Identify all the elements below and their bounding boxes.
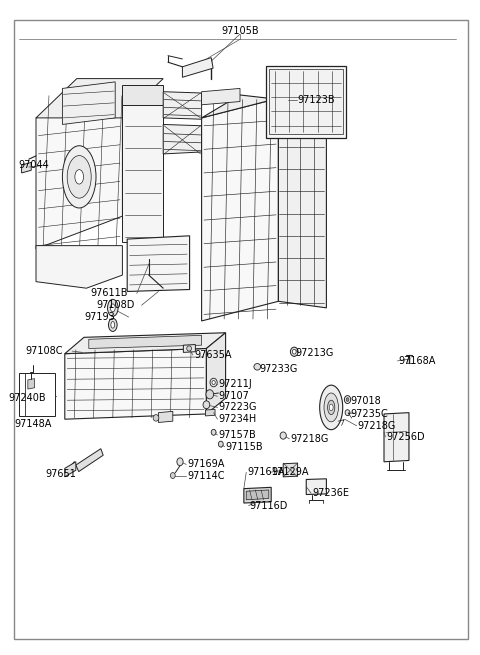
Polygon shape: [384, 413, 409, 462]
Ellipse shape: [346, 398, 349, 402]
Text: 97157B: 97157B: [218, 430, 256, 440]
Text: 97107: 97107: [218, 391, 249, 402]
Text: 97044: 97044: [18, 160, 49, 170]
Polygon shape: [28, 379, 35, 389]
Polygon shape: [183, 345, 195, 352]
Ellipse shape: [108, 299, 118, 316]
Ellipse shape: [177, 458, 183, 466]
Text: 97116D: 97116D: [250, 500, 288, 511]
Text: 97148A: 97148A: [14, 419, 52, 430]
Text: 97236E: 97236E: [312, 488, 349, 498]
Polygon shape: [206, 333, 226, 414]
Polygon shape: [89, 335, 202, 348]
Text: 97218G: 97218G: [290, 434, 329, 444]
Ellipse shape: [210, 379, 217, 386]
Text: 97161A: 97161A: [247, 467, 285, 477]
Polygon shape: [246, 490, 269, 500]
Ellipse shape: [280, 432, 286, 439]
Polygon shape: [36, 246, 122, 288]
Text: 97234H: 97234H: [218, 414, 257, 424]
Ellipse shape: [329, 404, 333, 411]
Text: 97018: 97018: [350, 396, 381, 406]
Ellipse shape: [344, 396, 350, 403]
Polygon shape: [22, 162, 31, 173]
Ellipse shape: [290, 347, 298, 356]
Polygon shape: [122, 105, 163, 242]
Ellipse shape: [62, 146, 96, 208]
Text: 97123B: 97123B: [298, 94, 335, 105]
Text: 97114C: 97114C: [187, 470, 225, 481]
Ellipse shape: [111, 322, 115, 328]
Polygon shape: [244, 487, 271, 503]
Ellipse shape: [212, 381, 215, 384]
Text: 97611B: 97611B: [90, 288, 128, 299]
Polygon shape: [306, 479, 326, 495]
Text: 97233G: 97233G: [259, 364, 298, 375]
Text: 97108D: 97108D: [96, 300, 134, 310]
Polygon shape: [65, 462, 76, 477]
Ellipse shape: [170, 473, 175, 478]
Ellipse shape: [206, 390, 214, 399]
Ellipse shape: [324, 393, 338, 422]
Ellipse shape: [187, 346, 192, 351]
Text: 97235C: 97235C: [350, 409, 388, 419]
Text: 97223G: 97223G: [218, 402, 257, 413]
Polygon shape: [62, 82, 115, 124]
Polygon shape: [163, 124, 202, 154]
Ellipse shape: [320, 385, 343, 430]
Polygon shape: [202, 98, 278, 321]
Polygon shape: [202, 95, 326, 118]
Polygon shape: [182, 58, 213, 77]
Text: 97635A: 97635A: [194, 350, 232, 360]
Text: 97213G: 97213G: [296, 348, 334, 358]
Ellipse shape: [254, 364, 261, 370]
Polygon shape: [278, 98, 326, 308]
Bar: [19, 373, 55, 416]
Text: 97240B: 97240B: [9, 392, 46, 403]
Ellipse shape: [203, 401, 210, 409]
Polygon shape: [269, 69, 343, 134]
Text: 97218G: 97218G: [358, 421, 396, 431]
Ellipse shape: [153, 415, 159, 421]
Text: 97105B: 97105B: [221, 26, 259, 37]
Text: 97211J: 97211J: [218, 379, 252, 390]
Ellipse shape: [218, 441, 223, 447]
Text: 97129A: 97129A: [271, 467, 309, 477]
Ellipse shape: [292, 349, 296, 354]
Polygon shape: [158, 411, 173, 422]
Ellipse shape: [345, 410, 350, 416]
Polygon shape: [202, 88, 240, 105]
Polygon shape: [205, 409, 215, 416]
Polygon shape: [127, 236, 190, 291]
Text: 97115B: 97115B: [226, 441, 263, 452]
Polygon shape: [76, 449, 103, 472]
Polygon shape: [283, 463, 298, 477]
Polygon shape: [65, 348, 206, 419]
Ellipse shape: [75, 170, 84, 184]
Text: 97651: 97651: [46, 469, 76, 479]
Polygon shape: [163, 92, 202, 119]
Text: 97193: 97193: [84, 312, 115, 322]
Polygon shape: [65, 333, 226, 354]
Text: 97108C: 97108C: [25, 346, 62, 356]
Text: 97256D: 97256D: [386, 432, 425, 442]
Text: 97169A: 97169A: [187, 459, 225, 470]
Ellipse shape: [211, 430, 216, 435]
Polygon shape: [36, 79, 163, 118]
Polygon shape: [266, 66, 346, 138]
Ellipse shape: [110, 304, 115, 312]
Ellipse shape: [67, 156, 91, 198]
Polygon shape: [122, 85, 163, 216]
Text: 97168A: 97168A: [398, 356, 436, 366]
Ellipse shape: [327, 400, 335, 415]
Polygon shape: [36, 85, 122, 249]
Ellipse shape: [108, 318, 117, 331]
